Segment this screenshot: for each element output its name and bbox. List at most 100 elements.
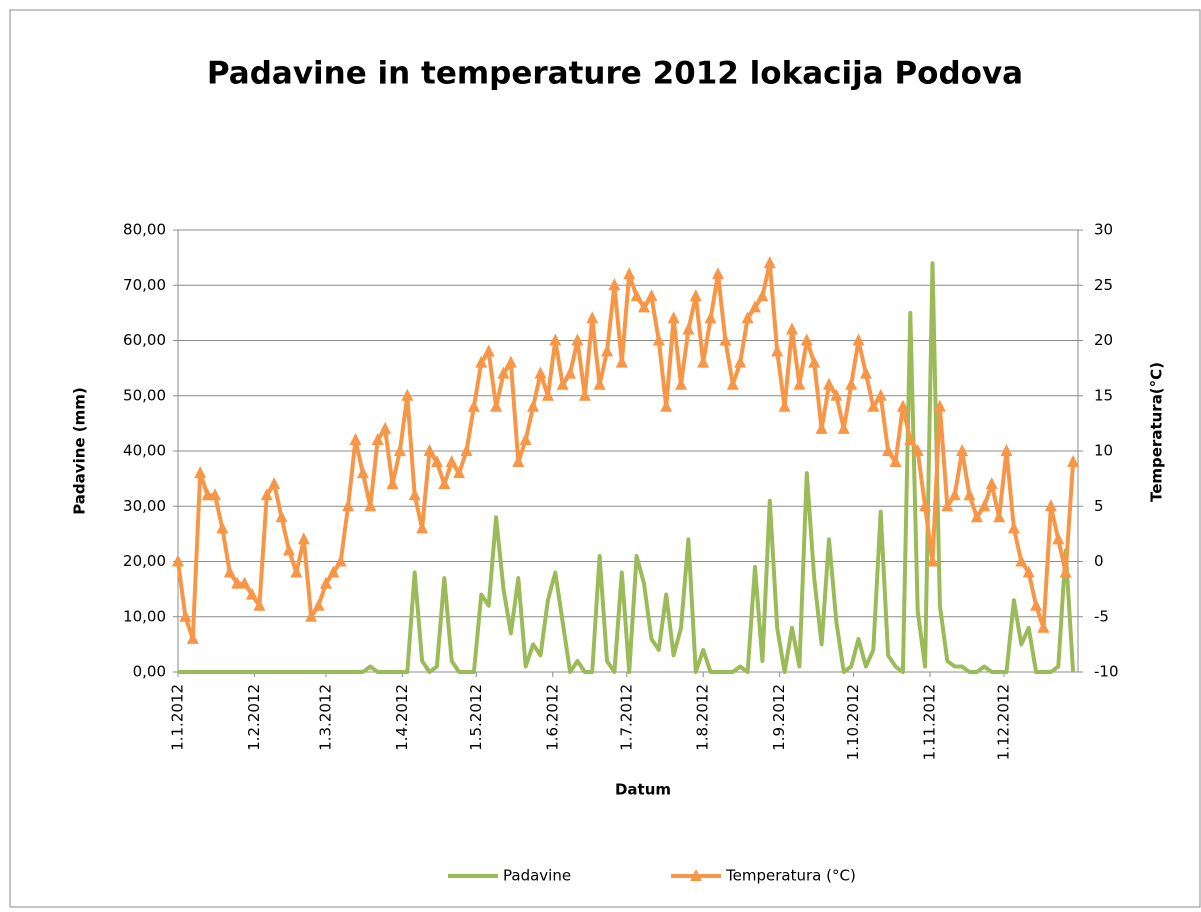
point-marker bbox=[630, 289, 643, 302]
point-marker bbox=[874, 388, 887, 401]
point-marker bbox=[1052, 532, 1065, 545]
point-marker bbox=[312, 598, 325, 611]
point-marker bbox=[778, 399, 791, 412]
point-marker bbox=[830, 388, 843, 401]
point-marker bbox=[882, 444, 895, 456]
point-marker bbox=[364, 499, 377, 512]
point-marker bbox=[238, 576, 251, 589]
point-marker bbox=[319, 576, 332, 589]
point-marker bbox=[1007, 521, 1020, 534]
point-marker bbox=[845, 377, 858, 390]
point-marker bbox=[867, 399, 880, 412]
point-marker bbox=[615, 355, 628, 368]
point-marker bbox=[460, 444, 473, 456]
point-marker bbox=[852, 333, 865, 346]
point-marker bbox=[748, 300, 761, 313]
point-marker bbox=[970, 510, 983, 523]
point-marker bbox=[504, 355, 517, 368]
point-marker bbox=[963, 488, 976, 501]
point-marker bbox=[608, 278, 621, 291]
point-marker bbox=[416, 521, 429, 534]
y2-tick-label: 15 bbox=[1094, 386, 1113, 404]
point-marker bbox=[453, 466, 466, 479]
point-marker bbox=[793, 377, 806, 390]
point-marker bbox=[475, 355, 488, 368]
point-marker bbox=[978, 499, 991, 512]
point-marker bbox=[667, 311, 680, 324]
x-tick-label: 1.4.2012 bbox=[393, 684, 411, 751]
point-marker bbox=[815, 421, 828, 434]
point-marker bbox=[623, 267, 636, 280]
point-marker bbox=[541, 388, 554, 401]
point-marker bbox=[194, 466, 207, 479]
point-marker bbox=[719, 333, 732, 346]
point-marker bbox=[571, 333, 584, 346]
point-marker bbox=[275, 510, 288, 523]
point-marker bbox=[756, 289, 769, 302]
point-marker bbox=[282, 543, 295, 556]
point-marker bbox=[179, 609, 192, 622]
point-marker bbox=[260, 488, 273, 501]
point-marker bbox=[512, 455, 525, 468]
y-tick-label: 10,00 bbox=[123, 607, 166, 625]
point-marker bbox=[305, 609, 318, 622]
y2-tick-label: 25 bbox=[1094, 276, 1113, 294]
y-tick-label: 30,00 bbox=[123, 497, 166, 515]
point-marker bbox=[342, 499, 355, 512]
point-marker bbox=[660, 399, 673, 412]
x-tick-label: 1.11.2012 bbox=[921, 684, 939, 760]
point-marker bbox=[1067, 455, 1080, 468]
point-marker bbox=[186, 631, 199, 644]
point-marker bbox=[689, 289, 702, 302]
point-marker bbox=[956, 444, 969, 456]
point-marker bbox=[172, 554, 184, 567]
point-marker bbox=[438, 477, 451, 490]
y-tick-label: 60,00 bbox=[123, 331, 166, 349]
y2-tick-label: 10 bbox=[1094, 442, 1113, 460]
point-marker bbox=[1015, 554, 1028, 567]
y-axis-title: Padavine (mm) bbox=[71, 387, 89, 515]
point-marker bbox=[527, 399, 540, 412]
y2-tick-label: 5 bbox=[1094, 497, 1104, 515]
point-marker bbox=[467, 399, 480, 412]
point-marker bbox=[297, 532, 310, 545]
y-tick-label: 50,00 bbox=[123, 386, 166, 404]
point-marker bbox=[859, 366, 872, 379]
point-marker bbox=[1059, 565, 1072, 578]
point-marker bbox=[482, 344, 495, 357]
point-marker bbox=[423, 444, 436, 456]
point-marker bbox=[334, 554, 347, 567]
x-tick-label: 1.7.2012 bbox=[617, 684, 635, 751]
point-marker bbox=[822, 377, 835, 390]
point-marker bbox=[675, 377, 688, 390]
legend-label: Padavine bbox=[503, 867, 571, 885]
y2-axis-title: Temperatura(°C) bbox=[1148, 362, 1166, 502]
point-marker bbox=[896, 399, 909, 412]
point-marker bbox=[741, 311, 754, 324]
point-marker bbox=[245, 587, 258, 600]
point-marker bbox=[290, 565, 303, 578]
point-marker bbox=[208, 488, 221, 501]
point-marker bbox=[919, 499, 932, 512]
point-marker bbox=[904, 432, 917, 445]
point-marker bbox=[682, 322, 695, 335]
legend-marker bbox=[690, 869, 703, 881]
point-marker bbox=[534, 366, 547, 379]
point-marker bbox=[556, 377, 569, 390]
chart-title: Padavine in temperature 2012 lokacija Po… bbox=[207, 56, 1023, 92]
point-marker bbox=[371, 432, 384, 445]
x-tick-label: 1.10.2012 bbox=[844, 684, 862, 760]
point-marker bbox=[593, 377, 606, 390]
y2-tick-label: -5 bbox=[1094, 607, 1109, 625]
point-marker bbox=[327, 565, 340, 578]
point-marker bbox=[926, 554, 939, 567]
y2-tick-label: -10 bbox=[1094, 663, 1119, 681]
x-tick-label: 1.6.2012 bbox=[543, 684, 561, 751]
y-tick-label: 40,00 bbox=[123, 442, 166, 460]
point-marker bbox=[223, 565, 236, 578]
point-marker bbox=[490, 399, 503, 412]
point-marker bbox=[808, 355, 821, 368]
point-marker bbox=[519, 432, 532, 445]
point-marker bbox=[734, 355, 747, 368]
y-tick-label: 80,00 bbox=[123, 221, 166, 239]
